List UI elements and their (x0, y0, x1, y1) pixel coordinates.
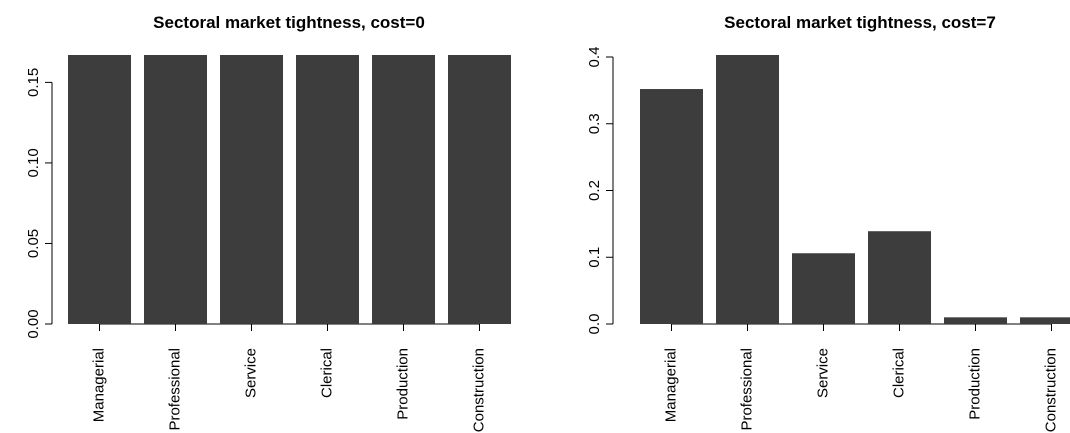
x-tick-label: Professional (738, 348, 755, 431)
bar (944, 317, 1007, 324)
x-tick-label: Service (814, 348, 831, 398)
y-tick-label: 0.0 (586, 314, 603, 335)
x-tick-label: Managerial (662, 348, 679, 422)
x-tick-label: Clerical (890, 348, 907, 398)
bar (448, 55, 511, 324)
x-tick-label: Construction (1042, 348, 1059, 432)
x-tick-label: Service (242, 348, 259, 398)
y-tick-label: 0.10 (25, 148, 42, 177)
y-tick-label: 0.1 (586, 247, 603, 268)
y-tick-label: 0.4 (586, 47, 603, 68)
bar (868, 231, 931, 324)
x-tick-label: Production (394, 348, 411, 420)
bar (220, 55, 283, 324)
x-tick-label: Professional (166, 348, 183, 431)
x-tick-label: Clerical (318, 348, 335, 398)
y-tick-label: 0.2 (586, 180, 603, 201)
bar (1020, 317, 1070, 324)
y-tick-label: 0.15 (25, 68, 42, 97)
x-tick-label: Managerial (90, 348, 107, 422)
y-tick-label: 0.00 (25, 309, 42, 338)
bar (640, 89, 703, 325)
y-tick-label: 0.05 (25, 229, 42, 258)
y-tick-label: 0.3 (586, 113, 603, 134)
bar (144, 55, 207, 324)
x-tick-label: Construction (470, 348, 487, 432)
bar (716, 55, 779, 324)
bar (296, 55, 359, 324)
bar (372, 55, 435, 324)
chart-title: Sectoral market tightness, cost=0 (153, 13, 425, 32)
bar (68, 55, 131, 324)
chart-title: Sectoral market tightness, cost=7 (724, 13, 996, 32)
bar (792, 253, 855, 324)
x-tick-label: Production (966, 348, 983, 420)
